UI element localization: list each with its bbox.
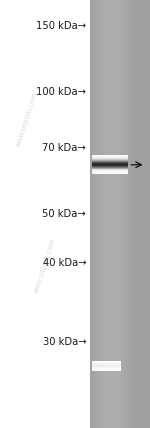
Bar bbox=[105, 0, 107, 428]
Bar bbox=[122, 0, 124, 428]
Bar bbox=[118, 0, 119, 428]
Bar bbox=[92, 366, 121, 367]
Bar bbox=[92, 173, 128, 174]
Bar bbox=[126, 0, 128, 428]
Bar bbox=[115, 0, 117, 428]
Bar bbox=[92, 171, 128, 172]
Text: 50 kDa→: 50 kDa→ bbox=[42, 209, 86, 219]
Bar bbox=[92, 159, 128, 160]
Text: 150 kDa→: 150 kDa→ bbox=[36, 21, 86, 31]
Bar bbox=[117, 0, 118, 428]
Bar bbox=[114, 0, 115, 428]
Bar bbox=[131, 0, 132, 428]
Bar bbox=[100, 0, 101, 428]
Text: www.ptglab.com: www.ptglab.com bbox=[33, 237, 57, 294]
Text: 30 kDa→: 30 kDa→ bbox=[43, 337, 86, 348]
Bar bbox=[104, 0, 105, 428]
Bar bbox=[98, 0, 100, 428]
Bar bbox=[92, 157, 128, 158]
Bar bbox=[96, 0, 97, 428]
Bar bbox=[97, 0, 98, 428]
Bar bbox=[92, 165, 128, 166]
Bar bbox=[92, 169, 128, 170]
Bar bbox=[103, 0, 104, 428]
Bar bbox=[124, 0, 125, 428]
Bar bbox=[121, 0, 122, 428]
Bar bbox=[92, 370, 121, 371]
Bar bbox=[108, 0, 110, 428]
Bar bbox=[119, 0, 121, 428]
Bar bbox=[125, 0, 126, 428]
Bar bbox=[94, 0, 96, 428]
Text: 40 kDa→: 40 kDa→ bbox=[43, 258, 86, 268]
Text: 100 kDa→: 100 kDa→ bbox=[36, 87, 86, 97]
Bar bbox=[92, 364, 121, 365]
Bar bbox=[92, 170, 128, 171]
Bar bbox=[92, 368, 121, 369]
Bar bbox=[112, 0, 114, 428]
Bar bbox=[92, 160, 128, 161]
Bar bbox=[92, 363, 121, 364]
Bar bbox=[92, 158, 128, 159]
Bar bbox=[110, 0, 111, 428]
Bar bbox=[92, 166, 128, 168]
Bar bbox=[92, 155, 128, 156]
Text: www.ptglab.com: www.ptglab.com bbox=[15, 91, 39, 149]
Bar bbox=[132, 0, 150, 428]
Bar bbox=[92, 164, 128, 165]
Bar bbox=[92, 367, 121, 368]
Bar bbox=[92, 369, 121, 370]
Bar bbox=[92, 161, 128, 162]
Bar bbox=[92, 172, 128, 173]
Bar bbox=[111, 0, 112, 428]
Bar bbox=[92, 362, 121, 363]
Bar bbox=[101, 0, 103, 428]
Bar bbox=[92, 162, 128, 163]
Bar bbox=[129, 0, 131, 428]
Text: 70 kDa→: 70 kDa→ bbox=[42, 143, 86, 153]
Bar bbox=[90, 0, 91, 428]
Bar bbox=[92, 168, 128, 169]
Bar bbox=[92, 156, 128, 157]
Bar bbox=[128, 0, 129, 428]
Bar bbox=[92, 365, 121, 366]
Bar bbox=[91, 0, 93, 428]
Bar bbox=[92, 361, 121, 362]
Bar bbox=[93, 0, 94, 428]
Bar bbox=[107, 0, 108, 428]
Bar bbox=[92, 163, 128, 164]
